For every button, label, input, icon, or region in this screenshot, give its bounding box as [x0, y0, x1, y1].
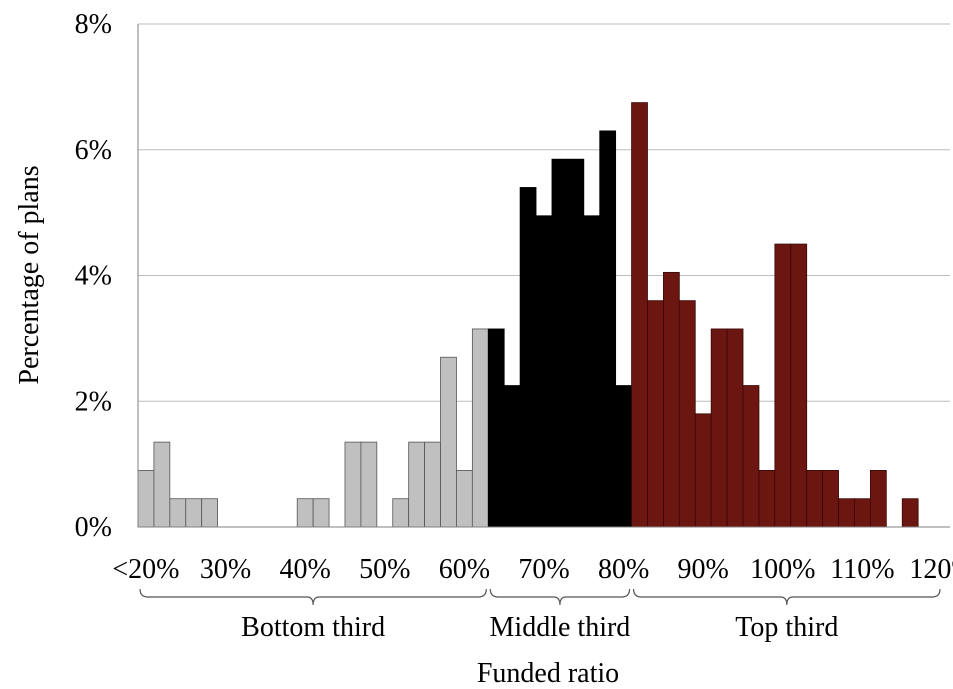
y-tick-label: 2%: [75, 386, 112, 417]
bar-top: [838, 498, 855, 528]
bar-bottom: [137, 470, 155, 528]
group-bracket: [139, 588, 487, 606]
bar-top: [726, 328, 744, 528]
x-tick-label: 90%: [678, 554, 729, 585]
bar-top: [694, 413, 712, 528]
y-axis-ticks: 0% 2% 4% 6% 8%: [75, 9, 112, 543]
bars: [137, 102, 919, 528]
x-tick-label: 70%: [518, 554, 569, 585]
bar-bottom: [201, 498, 219, 528]
bar-middle: [583, 215, 601, 528]
x-tick-label: 60%: [439, 554, 490, 585]
bar-top: [742, 385, 760, 528]
bar-top: [678, 300, 696, 528]
bar-top: [854, 498, 871, 528]
bar-top: [647, 300, 664, 528]
bar-top: [710, 328, 728, 528]
group-brackets: Bottom third Middle third Top third: [139, 588, 941, 643]
bar-bottom: [312, 498, 330, 528]
bar-middle: [487, 328, 505, 528]
bar-top: [663, 271, 680, 528]
bar-bottom: [296, 498, 314, 528]
bar-middle: [535, 215, 553, 528]
x-tick-label: 100%: [750, 554, 815, 585]
x-axis-title: Funded ratio: [477, 658, 619, 689]
x-tick-label: 50%: [359, 554, 410, 585]
bar-middle: [567, 158, 585, 528]
bar-middle: [599, 130, 617, 528]
y-tick-label: 0%: [75, 512, 112, 543]
bar-top: [822, 470, 839, 528]
x-tick-label: 40%: [280, 554, 331, 585]
x-axis-ticks: <20% 30% 40% 50% 60% 70% 80% 90% 100% 110% 120%: [112, 554, 953, 585]
x-tick-label: 110%: [830, 554, 894, 585]
bar-top: [631, 102, 648, 528]
bar-bottom: [153, 441, 171, 528]
bar-bottom: [456, 470, 473, 528]
bar-top: [758, 470, 776, 528]
bar-middle: [615, 385, 632, 528]
x-tick-label: 120%: [909, 554, 953, 585]
axes: [137, 24, 950, 528]
bar-bottom: [408, 441, 425, 528]
x-tick-label: 80%: [598, 554, 649, 585]
y-axis-title: Percentage of plans: [14, 165, 45, 384]
bar-middle: [503, 385, 521, 528]
bar-middle: [551, 158, 569, 528]
bar-top: [901, 498, 919, 528]
bar-bottom: [440, 356, 457, 528]
group-label: Middle third: [490, 612, 631, 643]
bar-bottom: [185, 498, 203, 528]
x-tick-label: 30%: [200, 554, 251, 585]
bar-top: [790, 243, 808, 528]
bar-bottom: [169, 498, 187, 528]
group-bracket: [489, 588, 631, 606]
group-bracket: [632, 588, 941, 606]
bar-bottom: [344, 441, 362, 528]
bar-bottom: [392, 498, 410, 528]
bar-top: [869, 470, 887, 528]
group-label: Bottom third: [241, 612, 385, 643]
bar-middle: [519, 187, 537, 528]
bar-top: [774, 243, 792, 528]
bar-bottom: [424, 441, 441, 528]
bar-bottom: [360, 441, 378, 528]
y-tick-label: 4%: [75, 261, 112, 292]
y-tick-label: 8%: [75, 9, 112, 40]
bar-bottom: [471, 328, 489, 528]
x-tick-label: <20%: [112, 554, 179, 585]
y-tick-label: 6%: [75, 135, 112, 166]
group-label: Top third: [735, 612, 838, 643]
bar-top: [806, 470, 824, 528]
